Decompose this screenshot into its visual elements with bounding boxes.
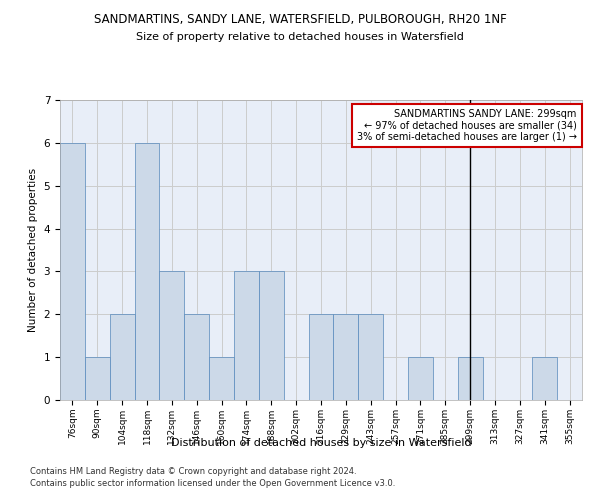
Bar (408, 357, 433, 400)
Bar (160, 272, 184, 400)
Bar (532, 357, 557, 400)
Bar (110, 314, 134, 400)
Bar (184, 314, 209, 400)
Text: Distribution of detached houses by size in Watersfield: Distribution of detached houses by size … (170, 438, 472, 448)
Text: Contains HM Land Registry data © Crown copyright and database right 2024.: Contains HM Land Registry data © Crown c… (30, 467, 356, 476)
Bar (209, 357, 234, 400)
Y-axis label: Number of detached properties: Number of detached properties (28, 168, 38, 332)
Text: SANDMARTINS, SANDY LANE, WATERSFIELD, PULBOROUGH, RH20 1NF: SANDMARTINS, SANDY LANE, WATERSFIELD, PU… (94, 12, 506, 26)
Text: Contains public sector information licensed under the Open Government Licence v3: Contains public sector information licen… (30, 478, 395, 488)
Text: SANDMARTINS SANDY LANE: 299sqm
← 97% of detached houses are smaller (34)
3% of s: SANDMARTINS SANDY LANE: 299sqm ← 97% of … (357, 109, 577, 142)
Bar (234, 272, 259, 400)
Bar (259, 272, 284, 400)
Bar (458, 357, 482, 400)
Text: Size of property relative to detached houses in Watersfield: Size of property relative to detached ho… (136, 32, 464, 42)
Bar (134, 143, 160, 400)
Bar (85, 357, 110, 400)
Bar (358, 314, 383, 400)
Bar (308, 314, 334, 400)
Bar (60, 143, 85, 400)
Bar (334, 314, 358, 400)
